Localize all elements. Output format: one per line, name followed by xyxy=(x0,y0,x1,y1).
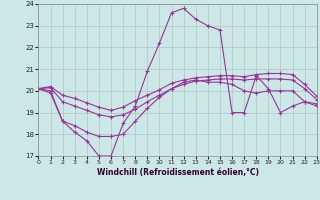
X-axis label: Windchill (Refroidissement éolien,°C): Windchill (Refroidissement éolien,°C) xyxy=(97,168,259,177)
